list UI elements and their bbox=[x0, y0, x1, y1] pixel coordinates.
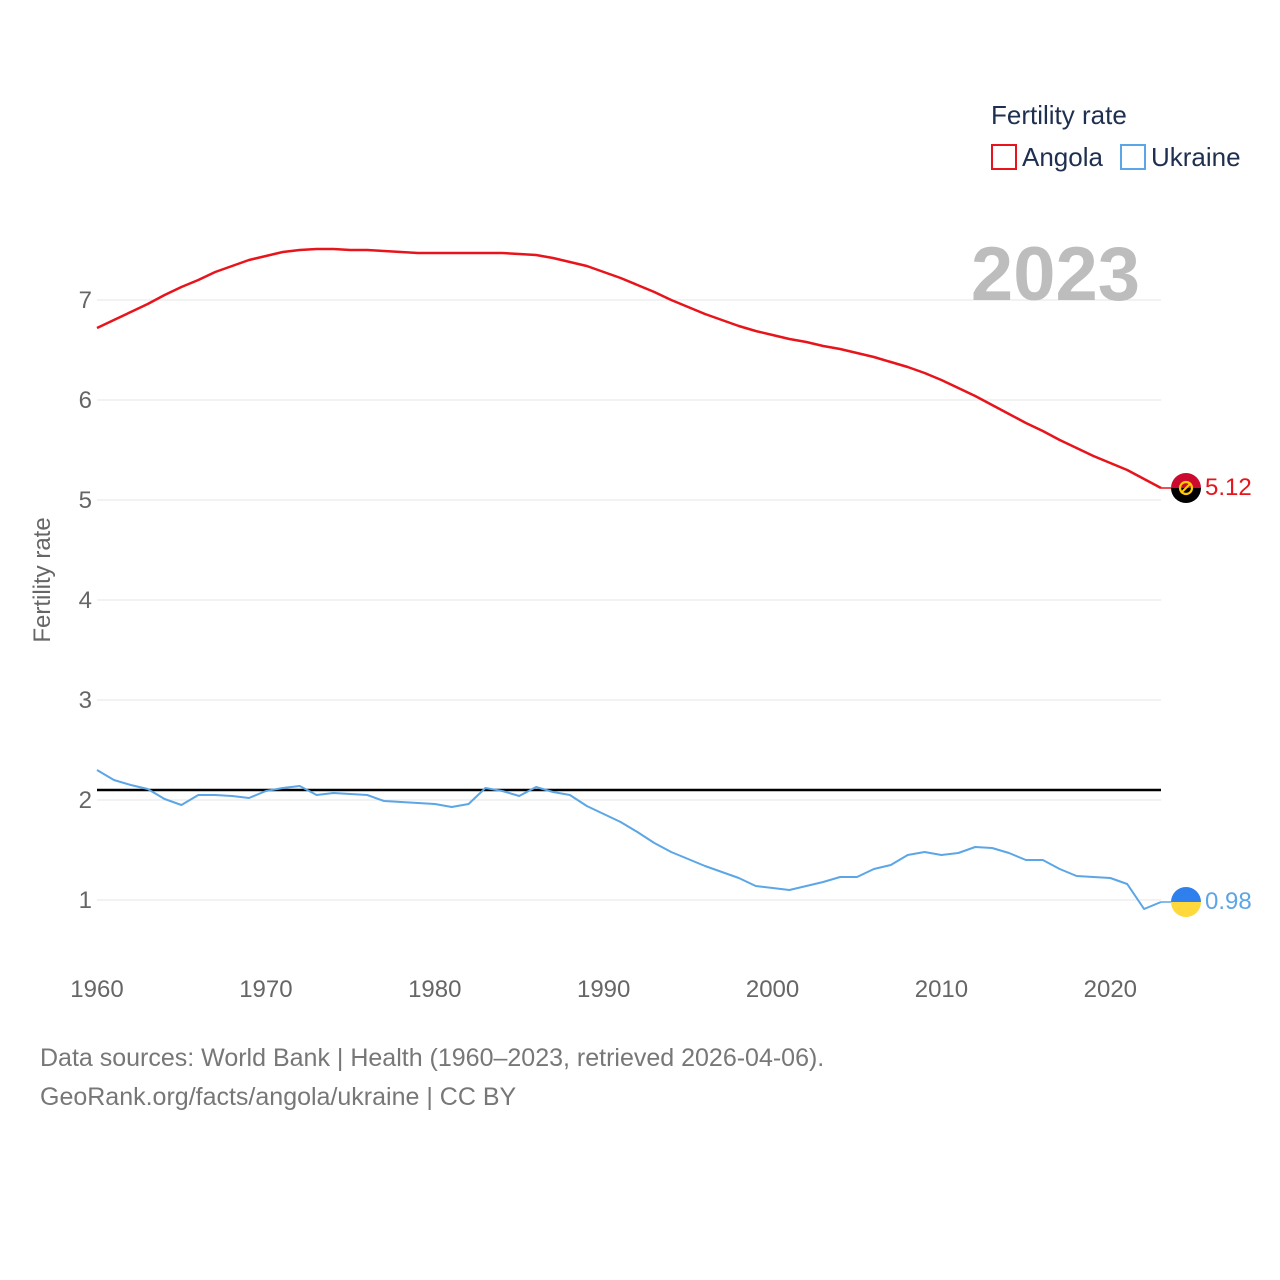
angola-flag-black-band bbox=[1171, 488, 1201, 503]
y-tick-6: 6 bbox=[79, 387, 92, 414]
legend-label-ukraine[interactable]: Ukraine bbox=[1151, 142, 1241, 172]
x-tick-1960: 1960 bbox=[70, 976, 123, 1003]
series-line-angola bbox=[96, 247, 1162, 490]
legend-label-angola[interactable]: Angola bbox=[1022, 142, 1103, 172]
ukraine-flag-blue-band bbox=[1171, 887, 1201, 902]
y-axis-label: Fertility rate bbox=[29, 517, 56, 642]
y-tick-2: 2 bbox=[79, 787, 92, 814]
x-tick-1980: 1980 bbox=[408, 976, 461, 1003]
legend-title: Fertility rate bbox=[991, 100, 1127, 130]
y-tick-5: 5 bbox=[79, 487, 92, 514]
legend-swatch-ukraine[interactable] bbox=[1120, 144, 1146, 170]
angola-flag-icon bbox=[1171, 473, 1201, 503]
x-tick-labels: 1960 1970 1980 1990 2000 2010 2020 bbox=[70, 976, 1137, 1003]
x-tick-2000: 2000 bbox=[746, 976, 799, 1003]
source-url[interactable]: GeoRank.org/facts/angola/ukraine | CC BY bbox=[40, 1083, 517, 1111]
end-value-angola: 5.12 bbox=[1205, 474, 1252, 501]
y-tick-1: 1 bbox=[79, 887, 92, 914]
angola-flag-red-band bbox=[1171, 473, 1201, 488]
ukraine-flag-yellow-band bbox=[1171, 902, 1201, 917]
gridlines bbox=[97, 299, 1161, 901]
angola-flag-machete bbox=[1180, 482, 1192, 494]
x-tick-2020: 2020 bbox=[1084, 976, 1137, 1003]
ukraine-flag-icon bbox=[1171, 887, 1201, 917]
end-markers: 5.12 0.98 bbox=[1161, 473, 1252, 917]
x-tick-1970: 1970 bbox=[239, 976, 292, 1003]
current-year-label: 2023 bbox=[971, 232, 1140, 317]
series-lines bbox=[96, 247, 1162, 910]
y-tick-labels: 1 2 3 4 5 6 7 bbox=[79, 287, 92, 914]
series-line-ukraine bbox=[96, 769, 1162, 910]
y-tick-7: 7 bbox=[79, 287, 92, 314]
legend-swatch-angola[interactable] bbox=[991, 144, 1017, 170]
legend: Fertility rate Angola Ukraine bbox=[991, 100, 1241, 172]
end-value-ukraine: 0.98 bbox=[1205, 888, 1252, 915]
x-tick-1990: 1990 bbox=[577, 976, 630, 1003]
data-source-note: Data sources: World Bank | Health (1960–… bbox=[40, 1044, 825, 1072]
angola-flag-emblem bbox=[1178, 480, 1194, 496]
y-tick-3: 3 bbox=[79, 687, 92, 714]
y-tick-4: 4 bbox=[79, 587, 92, 614]
x-tick-2010: 2010 bbox=[915, 976, 968, 1003]
